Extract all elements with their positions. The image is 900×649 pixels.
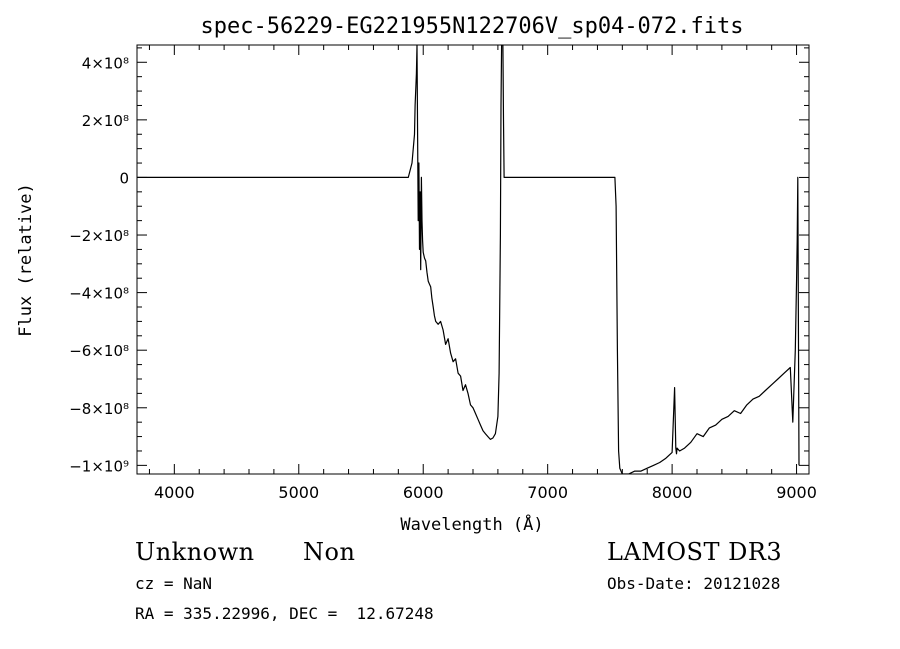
y-tick-label: −4×10⁸ — [69, 285, 129, 303]
x-tick-label: 4000 — [154, 483, 195, 502]
x-axis-label: Wavelength (Å) — [400, 513, 543, 535]
coordinates-label: RA = 335.22996, DEC = 12.67248 — [135, 604, 434, 623]
x-tick-label: 6000 — [403, 483, 444, 502]
plot-area: 4000 5000 6000 7000 8000 9000 4×10⁸ 2×10⁸ 0 −2×10… — [69, 44, 817, 502]
y-tick-label: 4×10⁸ — [82, 54, 129, 72]
x-tick-label: 5000 — [278, 483, 319, 502]
y-tick-label: 0 — [119, 169, 129, 187]
y-tick-label: 2×10⁸ — [82, 112, 129, 130]
subclass-label: Non — [303, 538, 356, 566]
survey-label: LAMOST DR3 — [607, 538, 783, 566]
spectrum-line — [137, 45, 800, 474]
chart-title: spec-56229-EG221955N122706V_sp04-072.fit… — [200, 14, 743, 39]
redshift-label: cz = NaN — [135, 574, 213, 593]
y-axis-label: Flux (relative) — [16, 183, 36, 337]
y-tick-label: −2×10⁸ — [69, 227, 129, 245]
x-tick-label: 8000 — [652, 483, 693, 502]
y-tick-label: −8×10⁸ — [69, 400, 129, 418]
y-tick-label: −6×10⁸ — [69, 342, 129, 360]
y-tick-label: −1×10⁹ — [69, 457, 129, 475]
object-type-label: Unknown — [135, 538, 255, 566]
x-tick-label: 7000 — [527, 483, 568, 502]
x-tick-label: 9000 — [776, 483, 817, 502]
obs-date-label: Obs-Date: 20121028 — [607, 574, 781, 593]
plot-frame — [136, 44, 810, 475]
